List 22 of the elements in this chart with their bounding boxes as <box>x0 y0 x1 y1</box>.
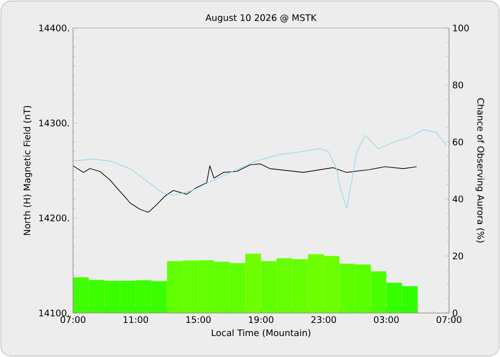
line-series <box>73 164 417 213</box>
y-tick-label: 14400. <box>39 24 69 32</box>
x-tick-label: 19:00 <box>249 316 274 324</box>
x-tick-label: 23:00 <box>311 316 336 324</box>
y2-tick-label: 40 <box>452 196 464 202</box>
x-tick-label: 07:00 <box>436 316 462 324</box>
y2-tick-label: 0 <box>452 310 458 316</box>
y-tick-label: 14300. <box>39 120 69 126</box>
y-axis-title: North (H) Magnetic Field (nT) <box>23 106 32 235</box>
y-tick-label: 14200. <box>39 214 69 222</box>
y-tick-label: 14100. <box>39 310 69 316</box>
x-tick-label: 15:00 <box>186 316 211 324</box>
x-tick-label: 07:00 <box>60 316 86 324</box>
chart-title: August 10 2026 @ MSTK <box>205 14 317 23</box>
y2-tick-label: 20 <box>452 252 464 260</box>
x-tick-label: 11:00 <box>124 316 148 324</box>
y2-tick-label: 100 <box>453 24 469 32</box>
x-axis-title: Local Time (Mountain) <box>212 329 310 338</box>
y2-tick-label: 60 <box>452 138 464 146</box>
y2-axis-title: Chance of Observing Aurora (%) <box>476 98 484 242</box>
x-tick-label: 03:00 <box>374 316 399 324</box>
y2-tick-label: 80 <box>452 82 464 88</box>
